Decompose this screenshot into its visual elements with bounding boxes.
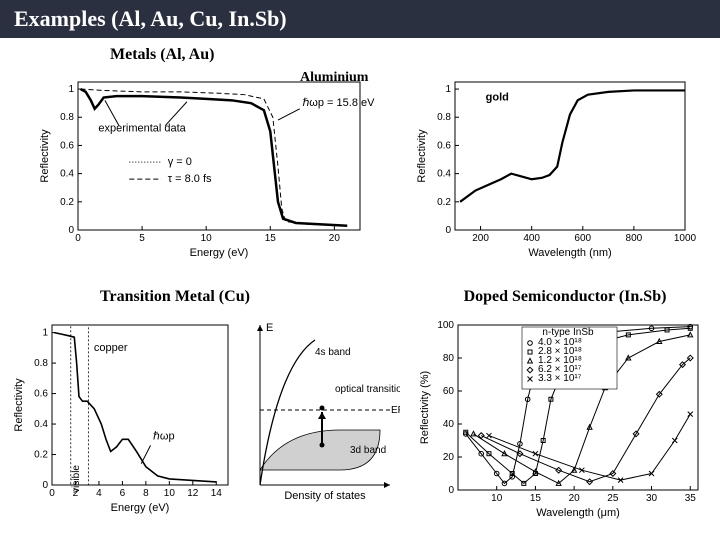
svg-text:0.4: 0.4 bbox=[437, 169, 451, 180]
svg-text:copper: copper bbox=[94, 342, 128, 354]
svg-text:10: 10 bbox=[201, 233, 213, 244]
svg-text:20: 20 bbox=[329, 233, 341, 244]
svg-text:Energy (eV): Energy (eV) bbox=[111, 502, 170, 514]
svg-text:0: 0 bbox=[445, 225, 451, 236]
svg-text:1: 1 bbox=[445, 84, 451, 95]
svg-text:30: 30 bbox=[646, 493, 658, 504]
svg-text:0: 0 bbox=[68, 225, 74, 236]
svg-text:15: 15 bbox=[265, 233, 277, 244]
svg-text:800: 800 bbox=[626, 233, 643, 244]
svg-text:3.3 × 10¹⁷: 3.3 × 10¹⁷ bbox=[538, 373, 582, 384]
svg-text:14: 14 bbox=[211, 488, 223, 499]
svg-text:optical transitions: optical transitions bbox=[335, 384, 400, 395]
svg-text:E: E bbox=[266, 322, 273, 334]
gold-chart: 200 400 600 800 1000 0 0.2 0.4 0.6 0.8 1 Wavelength… bbox=[410, 70, 700, 270]
metals-heading: Metals (Al, Au) bbox=[110, 46, 214, 64]
page-title: Examples (Al, Au, Cu, In.Sb) bbox=[0, 0, 720, 38]
copper-band-diagram: E Density of states EF 4s band 3d band optica… bbox=[240, 315, 400, 525]
svg-text:35: 35 bbox=[685, 493, 697, 504]
svg-text:ℏωp = 15.8 eV: ℏωp = 15.8 eV bbox=[302, 97, 375, 109]
svg-text:10: 10 bbox=[491, 493, 503, 504]
svg-text:0.2: 0.2 bbox=[60, 197, 74, 208]
aluminium-chart: 0 5 10 15 20 0 0.2 0.4 0.6 0.8 1 Energy (eV) Reflect… bbox=[30, 70, 380, 270]
svg-text:τ = 8.0 fs: τ = 8.0 fs bbox=[168, 173, 212, 185]
svg-text:5: 5 bbox=[139, 233, 145, 244]
svg-text:0: 0 bbox=[42, 480, 48, 491]
svg-text:10: 10 bbox=[164, 488, 176, 499]
svg-text:Reflectivity (%): Reflectivity (%) bbox=[419, 371, 431, 444]
svg-text:8: 8 bbox=[143, 488, 149, 499]
svg-text:visible: visible bbox=[71, 465, 82, 493]
svg-text:0.8: 0.8 bbox=[60, 112, 74, 123]
svg-text:4: 4 bbox=[96, 488, 102, 499]
svg-text:20: 20 bbox=[443, 452, 455, 463]
svg-text:6: 6 bbox=[120, 488, 126, 499]
svg-text:0.4: 0.4 bbox=[60, 169, 74, 180]
svg-text:1: 1 bbox=[68, 84, 74, 95]
svg-text:0.6: 0.6 bbox=[60, 140, 74, 151]
svg-text:12: 12 bbox=[187, 488, 199, 499]
svg-text:0.4: 0.4 bbox=[34, 419, 48, 430]
svg-text:1: 1 bbox=[42, 328, 48, 339]
svg-text:γ = 0: γ = 0 bbox=[168, 156, 192, 168]
svg-text:60: 60 bbox=[443, 386, 455, 397]
svg-text:EF: EF bbox=[391, 405, 400, 416]
transition-heading: Transition Metal (Cu) bbox=[100, 288, 250, 306]
svg-text:0: 0 bbox=[448, 485, 454, 496]
aluminium-label: Aluminium bbox=[300, 70, 368, 86]
svg-text:Wavelength (nm): Wavelength (nm) bbox=[528, 247, 611, 259]
svg-text:Reflectivity: Reflectivity bbox=[13, 378, 25, 432]
svg-text:400: 400 bbox=[523, 233, 540, 244]
svg-text:ℏωp: ℏωp bbox=[153, 430, 175, 442]
svg-text:0.2: 0.2 bbox=[437, 197, 451, 208]
svg-text:200: 200 bbox=[472, 233, 489, 244]
svg-text:25: 25 bbox=[607, 493, 619, 504]
svg-text:0: 0 bbox=[75, 233, 81, 244]
svg-text:15: 15 bbox=[530, 493, 542, 504]
svg-text:20: 20 bbox=[569, 493, 581, 504]
svg-text:Reflectivity: Reflectivity bbox=[416, 129, 428, 183]
svg-text:40: 40 bbox=[443, 419, 455, 430]
svg-text:Reflectivity: Reflectivity bbox=[39, 129, 51, 183]
doped-heading: Doped Semiconductor (In.Sb) bbox=[430, 288, 700, 306]
svg-text:experimental data: experimental data bbox=[98, 122, 186, 134]
svg-text:0.8: 0.8 bbox=[34, 358, 48, 369]
svg-text:600: 600 bbox=[574, 233, 591, 244]
svg-text:Energy (eV): Energy (eV) bbox=[190, 247, 249, 259]
svg-text:0.8: 0.8 bbox=[437, 112, 451, 123]
svg-text:100: 100 bbox=[437, 320, 454, 331]
svg-text:Wavelength (μm): Wavelength (μm) bbox=[536, 507, 620, 519]
svg-text:1000: 1000 bbox=[674, 233, 697, 244]
copper-chart: 0246810121400.20.40.60.81Energy (eV)Refl… bbox=[10, 315, 240, 525]
insb-chart: 10 15 20 25 30 35 0 20 40 60 80 100 Wavelength (μm) R… bbox=[410, 315, 710, 530]
svg-text:Density of states: Density of states bbox=[284, 490, 366, 502]
svg-text:3d band: 3d band bbox=[350, 445, 386, 456]
svg-text:0.6: 0.6 bbox=[34, 389, 48, 400]
svg-text:gold: gold bbox=[486, 91, 509, 103]
svg-text:0: 0 bbox=[49, 488, 55, 499]
svg-text:4s band: 4s band bbox=[315, 347, 351, 358]
svg-text:0.6: 0.6 bbox=[437, 140, 451, 151]
svg-text:80: 80 bbox=[443, 353, 455, 364]
svg-text:0.2: 0.2 bbox=[34, 450, 48, 461]
